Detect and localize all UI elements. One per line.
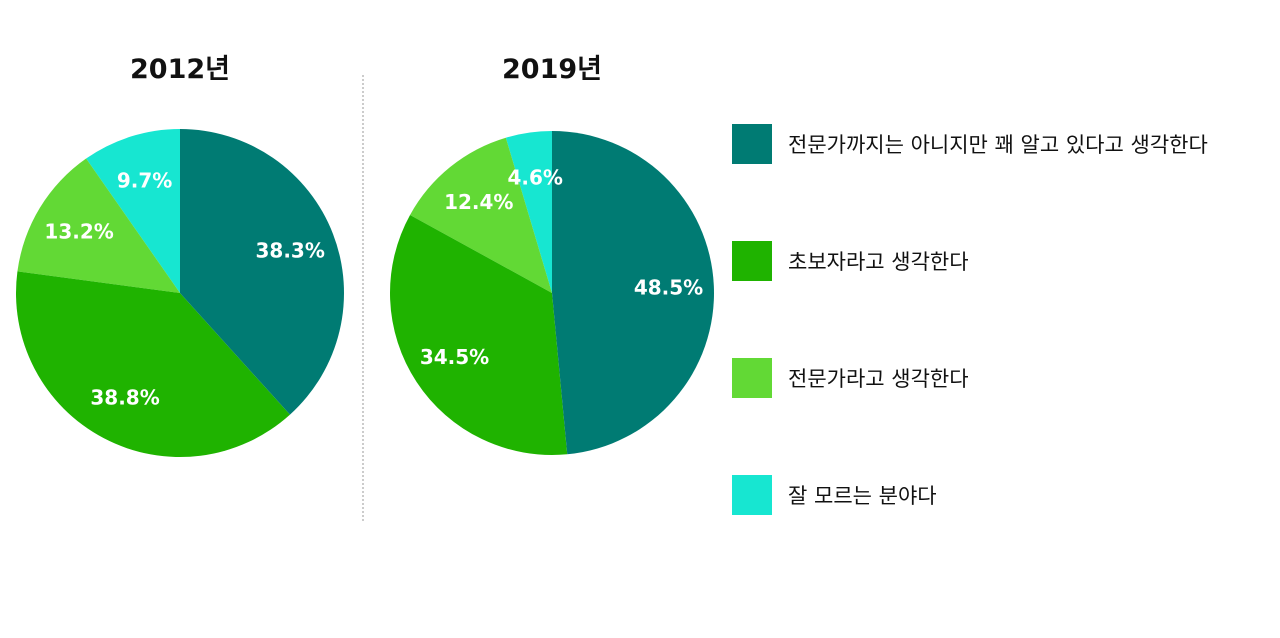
pie-chart-2012: 2012년 38.3% 38.8% 13.2% 9.7% <box>16 54 344 457</box>
legend-label: 전문가까지는 아니지만 꽤 알고 있다고 생각한다 <box>788 133 1208 157</box>
legend-swatch <box>732 241 772 281</box>
slice-value-label: 4.6% <box>507 166 562 190</box>
pie-title-2012: 2012년 <box>130 54 230 85</box>
slice-value-label: 38.8% <box>90 386 159 410</box>
legend-label: 전문가라고 생각한다 <box>788 367 969 391</box>
slice-value-label: 9.7% <box>117 168 172 192</box>
legend-label: 잘 모르는 분야다 <box>788 484 937 508</box>
legend-item: 잘 모르는 분야다 <box>732 475 937 515</box>
legend-item: 전문가까지는 아니지만 꽤 알고 있다고 생각한다 <box>732 124 1208 164</box>
slice-expert <box>17 158 180 293</box>
legend-label: 초보자라고 생각한다 <box>788 250 969 274</box>
slice-value-label: 38.3% <box>255 239 324 263</box>
slice-value-label: 13.2% <box>44 220 113 244</box>
slice-value-label: 12.4% <box>444 190 513 214</box>
legend-swatch <box>732 358 772 398</box>
slice-expert-ish <box>180 129 344 415</box>
slice-value-label: 34.5% <box>420 345 489 369</box>
slice-value-label: 48.5% <box>634 276 703 300</box>
legend-swatch <box>732 124 772 164</box>
pie-title-2019: 2019년 <box>502 54 602 85</box>
slice-expert-ish <box>552 131 715 455</box>
slice-expert <box>410 137 552 293</box>
legend-item: 초보자라고 생각한다 <box>732 241 969 281</box>
legend-swatch <box>732 475 772 515</box>
legend: 전문가까지는 아니지만 꽤 알고 있다고 생각한다 초보자라고 생각한다 전문가… <box>732 124 1208 515</box>
pie-chart-2019: 2019년 48.5% 34.5% 12.4%4.6% <box>390 54 715 455</box>
legend-item: 전문가라고 생각한다 <box>732 358 969 398</box>
slice-unknown <box>86 129 180 293</box>
slice-beginner <box>390 214 568 455</box>
slice-unknown <box>505 131 552 293</box>
slice-beginner <box>16 271 290 457</box>
